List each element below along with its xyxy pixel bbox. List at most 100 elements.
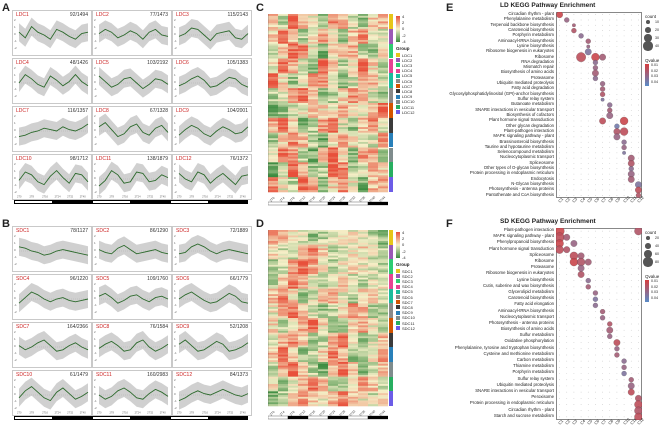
- heatmap-cell: [268, 125, 279, 128]
- heatmap-cell: [338, 351, 349, 354]
- heatmap-cell: [378, 154, 389, 158]
- heatmap-cell: [278, 231, 289, 234]
- grid-dot: [609, 56, 611, 58]
- variance-band: [99, 379, 168, 409]
- heatmap-cell: [268, 275, 279, 278]
- cluster-name: LDC6: [176, 60, 189, 66]
- heatmap-cell: [298, 382, 309, 385]
- grid-dot: [566, 88, 568, 90]
- group-color-strip: [389, 177, 393, 192]
- grid-dot: [616, 255, 618, 257]
- heatmap-cell: [318, 80, 329, 83]
- heatmap-cell: [348, 329, 359, 332]
- group-color-strip: [389, 259, 393, 274]
- heatmap-cell: [268, 230, 279, 233]
- grid-dot: [559, 336, 560, 337]
- heatmap-cell: [268, 14, 279, 17]
- grid-dot: [595, 336, 596, 337]
- grid-dot: [616, 397, 618, 399]
- heatmap-cell: [298, 242, 309, 245]
- heatmap-cell: [368, 51, 379, 54]
- grid-dot: [638, 367, 639, 368]
- heatmap-cell: [298, 108, 309, 111]
- heatmap-cell: [378, 310, 389, 313]
- grid-dot: [638, 152, 639, 154]
- heatmap-cell: [278, 402, 289, 405]
- grid-dot: [638, 125, 639, 127]
- grid-dot: [587, 391, 589, 393]
- heatmap-cell: [328, 104, 339, 108]
- grid-dot: [580, 24, 582, 26]
- heatmap-cell: [268, 292, 279, 295]
- cluster-count: 84/1373: [229, 372, 248, 378]
- heatmap-cell: [348, 17, 359, 20]
- grid-dot: [616, 94, 618, 95]
- heatmap-cell: [308, 177, 319, 180]
- grid-dot: [616, 56, 618, 58]
- heatmap-cell: [308, 352, 319, 355]
- heatmap-cell: [318, 294, 329, 297]
- pathway-label: Biosynthesis of amino acids: [500, 69, 554, 75]
- heatmap-cell: [348, 158, 359, 161]
- mean-expression-line: [178, 124, 249, 138]
- enrichment-dot: [599, 86, 606, 92]
- grid-dot: [609, 373, 611, 374]
- heatmap-cell: [368, 316, 379, 319]
- heatmap-cell: [298, 49, 309, 52]
- dotplot-frame: [556, 228, 642, 420]
- heatmap-cell: [368, 378, 379, 381]
- heatmap-cell: [288, 275, 299, 278]
- grid-dot: [580, 286, 582, 288]
- heatmap-cell: [328, 95, 339, 98]
- grid-dot: [559, 35, 560, 37]
- heatmap-cell: [318, 389, 329, 392]
- y-tick-label: 2: [94, 162, 96, 166]
- heatmap-cell: [358, 340, 369, 343]
- heatmap-cell: [278, 97, 289, 100]
- heatmap-cell: [308, 17, 319, 20]
- color-scale-tick: 2: [402, 236, 405, 242]
- heatmap-cell: [288, 345, 299, 348]
- heatmap-cell: [278, 52, 289, 56]
- heatmap-cell: [318, 171, 329, 174]
- heatmap-cell: [368, 385, 379, 388]
- heatmap-cell: [378, 140, 389, 143]
- heatmap-cell: [278, 347, 289, 350]
- group-color-strip: [389, 303, 393, 318]
- heatmap-cell: [378, 345, 389, 348]
- pathway-label: Phenylpropanoid biosynthesis: [496, 239, 554, 245]
- heatmap-cell: [328, 404, 339, 407]
- heatmap-cell: [268, 288, 279, 291]
- heatmap-cell: [308, 241, 319, 244]
- heatmap-cell: [298, 39, 309, 43]
- count-legend-dot: [643, 41, 653, 51]
- heatmap-cell: [338, 17, 349, 20]
- pathway-label: Spliceosome: [529, 251, 554, 257]
- group-color-strip: [389, 391, 393, 406]
- heatmap-cell: [308, 389, 319, 392]
- heatmap-cell: [298, 231, 309, 234]
- grid-dot: [602, 367, 603, 368]
- heatmap-cell: [268, 140, 279, 143]
- heatmap-cell: [288, 166, 299, 169]
- grid-dot: [609, 342, 611, 343]
- heatmap-cell: [358, 91, 369, 95]
- grid-dot: [602, 286, 603, 288]
- heatmap-cell: [318, 263, 329, 266]
- mean-expression-line: [178, 243, 249, 255]
- y-tick-label: 1: [174, 289, 176, 293]
- grid-dot: [580, 379, 582, 381]
- heatmap-cell: [358, 128, 369, 132]
- heatmap-cell: [288, 184, 299, 187]
- variance-band: [179, 283, 248, 313]
- grid-dot: [595, 323, 596, 325]
- enrichment-dot: [576, 257, 586, 267]
- heatmap-cell: [338, 136, 349, 139]
- grid-dot: [559, 99, 560, 101]
- heatmap-cell: [348, 93, 359, 96]
- heatmap-cell: [298, 263, 309, 266]
- heatmap-cell: [268, 156, 279, 159]
- heatmap-cell: [298, 91, 309, 95]
- heatmap-cell: [308, 382, 319, 385]
- heatmap-cell: [328, 340, 339, 343]
